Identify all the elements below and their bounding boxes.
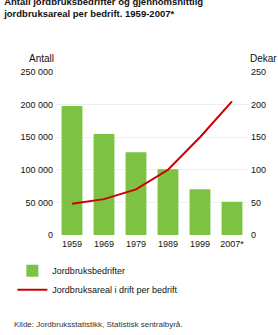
svg-text:0: 0 bbox=[251, 230, 256, 240]
svg-text:1979: 1979 bbox=[126, 239, 146, 249]
svg-text:200 000: 200 000 bbox=[20, 100, 53, 110]
svg-text:1959: 1959 bbox=[62, 239, 82, 249]
svg-text:250: 250 bbox=[251, 67, 266, 77]
svg-text:150: 150 bbox=[251, 132, 266, 142]
svg-text:150 000: 150 000 bbox=[20, 132, 53, 142]
svg-text:0: 0 bbox=[48, 230, 53, 240]
svg-text:2007*: 2007* bbox=[220, 239, 244, 249]
svg-text:Dekar: Dekar bbox=[250, 53, 277, 64]
svg-text:Antall jordbruksbedrifter og g: Antall jordbruksbedrifter og gjennomsnit… bbox=[3, 0, 203, 19]
svg-text:50 000: 50 000 bbox=[25, 198, 53, 208]
svg-text:100 000: 100 000 bbox=[20, 165, 53, 175]
svg-text:1989: 1989 bbox=[158, 239, 178, 249]
svg-text:50: 50 bbox=[251, 198, 261, 208]
svg-text:1969: 1969 bbox=[94, 239, 114, 249]
svg-text:Jordbruksbedrifter: Jordbruksbedrifter bbox=[52, 266, 125, 276]
svg-text:100: 100 bbox=[251, 165, 266, 175]
svg-text:Antall: Antall bbox=[29, 53, 54, 64]
svg-text:Kilde: Jordbruksstatistikk, St: Kilde: Jordbruksstatistikk, Statistisk s… bbox=[14, 320, 183, 329]
svg-text:Jordbruksareal i drift per bed: Jordbruksareal i drift per bedrift bbox=[52, 285, 177, 295]
svg-text:250 000: 250 000 bbox=[20, 67, 53, 77]
svg-text:1999: 1999 bbox=[190, 239, 210, 249]
svg-text:200: 200 bbox=[251, 100, 266, 110]
